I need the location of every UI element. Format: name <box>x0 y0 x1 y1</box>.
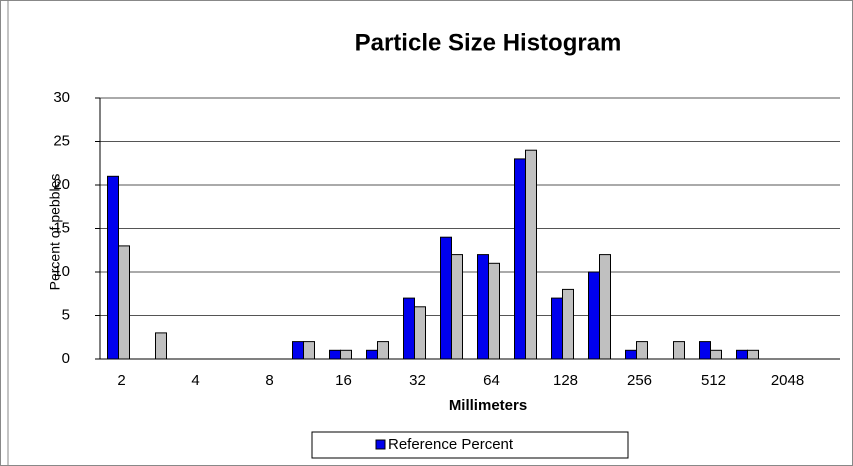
bar <box>403 297 415 360</box>
bar <box>414 306 426 360</box>
bar <box>699 341 711 360</box>
bar <box>636 341 648 360</box>
bar <box>303 341 315 360</box>
bar <box>451 254 463 360</box>
bar <box>377 341 389 360</box>
y-tick-label: 5 <box>62 306 70 323</box>
bar <box>329 349 341 360</box>
bar <box>292 341 304 360</box>
x-tick-label: 8 <box>265 372 273 389</box>
bar <box>625 349 637 360</box>
bar <box>673 341 685 360</box>
x-tick-label: 256 <box>627 372 652 389</box>
legend-swatch <box>375 439 386 450</box>
bar <box>340 349 352 360</box>
x-axis-label: Millimeters <box>449 397 527 414</box>
y-tick-label: 25 <box>53 132 70 149</box>
bar <box>514 158 526 360</box>
legend <box>311 431 629 459</box>
y-tick-label: 15 <box>53 219 70 236</box>
bar <box>488 262 500 360</box>
x-tick-label: 128 <box>553 372 578 389</box>
bar <box>440 236 452 360</box>
x-tick-label: 512 <box>701 372 726 389</box>
bar <box>477 254 489 360</box>
bar <box>155 332 167 360</box>
legend-label: Reference Percent <box>388 436 514 453</box>
y-tick-label: 0 <box>62 350 70 367</box>
y-tick-label: 30 <box>53 89 70 106</box>
x-tick-label: 2 <box>117 372 125 389</box>
bar <box>551 297 563 360</box>
y-tick-label: 20 <box>53 176 70 193</box>
y-tick-label: 10 <box>53 263 70 280</box>
bar <box>118 245 130 360</box>
bar <box>736 349 748 360</box>
y-axis-label: Percent of pebbles <box>47 174 63 291</box>
x-tick-label: 4 <box>191 372 199 389</box>
bar <box>710 349 722 360</box>
bar <box>588 271 600 360</box>
bar <box>525 149 537 360</box>
x-tick-label: 32 <box>409 372 426 389</box>
bar <box>562 288 574 360</box>
bar <box>107 175 119 360</box>
x-tick-label: 64 <box>483 372 500 389</box>
x-tick-label: 2048 <box>771 372 804 389</box>
bar <box>599 254 611 360</box>
bar <box>366 349 378 360</box>
chart-title: Particle Size Histogram <box>355 29 622 56</box>
bar <box>747 349 759 360</box>
x-tick-label: 16 <box>335 372 352 389</box>
